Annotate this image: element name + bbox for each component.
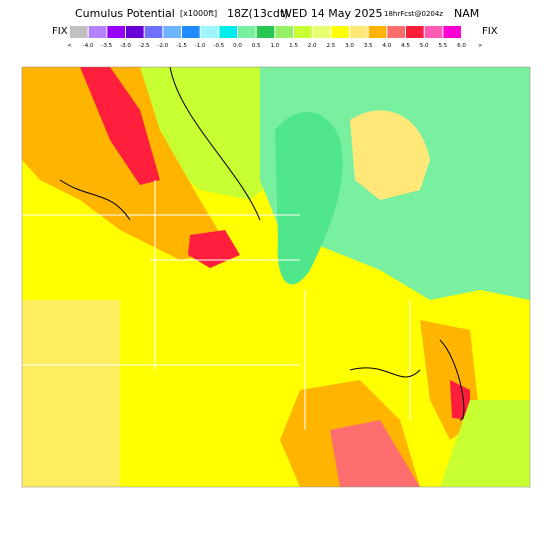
color-swatch (107, 26, 125, 38)
field-red (188, 230, 240, 268)
color-swatch (443, 26, 461, 38)
colorbar-label: -3.5 (101, 43, 112, 49)
title: Cumulus Potential (75, 7, 175, 20)
color-swatch (406, 26, 424, 38)
colorbar-label: > (478, 43, 483, 49)
colorbar-label: 6.0 (457, 43, 466, 49)
date: WED 14 May 2025 (281, 7, 383, 20)
colorbar-label: 1.0 (270, 43, 279, 49)
colorbar-label: 2.0 (308, 43, 317, 49)
color-swatch (70, 26, 88, 38)
color-swatch (256, 26, 275, 38)
colorbar-label: 3.0 (345, 43, 354, 49)
color-swatch (350, 26, 368, 38)
colorbar-label: -2.0 (157, 43, 168, 49)
field-lightyellow (22, 300, 120, 487)
color-swatch (126, 26, 144, 38)
colorbar-label: 1.5 (289, 43, 298, 49)
colorbar-label: 3.5 (364, 43, 373, 49)
colorbar-label: -2.5 (139, 43, 150, 49)
model: NAM (454, 7, 479, 20)
color-swatch (331, 26, 349, 38)
field-lightyellow (350, 110, 430, 200)
colorbar-label: -1.0 (195, 43, 206, 49)
map-frame (21, 66, 531, 488)
color-swatch (275, 26, 293, 38)
color-swatch (368, 26, 387, 38)
field-red (450, 380, 470, 420)
color-swatch (312, 26, 331, 38)
units: [x1000ft] (180, 9, 217, 18)
colorbar-label: -3.0 (120, 43, 131, 49)
colorbar-label: < (67, 43, 72, 49)
colorbar-label: 4.5 (401, 43, 410, 49)
field-red (80, 67, 160, 185)
state-borders (22, 180, 411, 430)
colorbar: < -4.0 -3.5 -3.0 -2.5 -2.0 -1.5 -1.0 -0.5 0.0 0.5 1… (67, 26, 483, 49)
lake-michigan (275, 111, 343, 285)
colorbar-label: 4.0 (382, 43, 391, 49)
color-swatch (88, 26, 107, 38)
colorbar-label: -0.5 (213, 43, 224, 49)
colorbar-label: -1.5 (176, 43, 187, 49)
color-swatch (182, 26, 200, 38)
map (21, 66, 531, 488)
colorbar-label: 0.5 (252, 43, 261, 49)
forecast: 18hrFcst@0204z (384, 10, 443, 18)
colorbar-label: 2.5 (326, 43, 335, 49)
color-swatch (238, 26, 256, 38)
field-pink (330, 420, 420, 487)
time: 18Z(13cdt) (227, 7, 288, 20)
color-swatch (200, 26, 219, 38)
field-lime (440, 400, 530, 487)
fix-right: FIX (482, 26, 498, 37)
colorbar-label: 0.0 (233, 43, 242, 49)
color-swatch (294, 26, 312, 38)
fix-left: FIX (52, 26, 68, 37)
colorbar-label: 5.0 (420, 43, 429, 49)
colorbar-label: 5.5 (438, 43, 447, 49)
color-swatch (424, 26, 443, 38)
color-swatch (219, 26, 237, 38)
contour (59, 66, 465, 421)
color-swatch (144, 26, 163, 38)
color-swatch (163, 26, 181, 38)
color-swatch (387, 26, 405, 38)
colorbar-label: -4.0 (83, 43, 94, 49)
